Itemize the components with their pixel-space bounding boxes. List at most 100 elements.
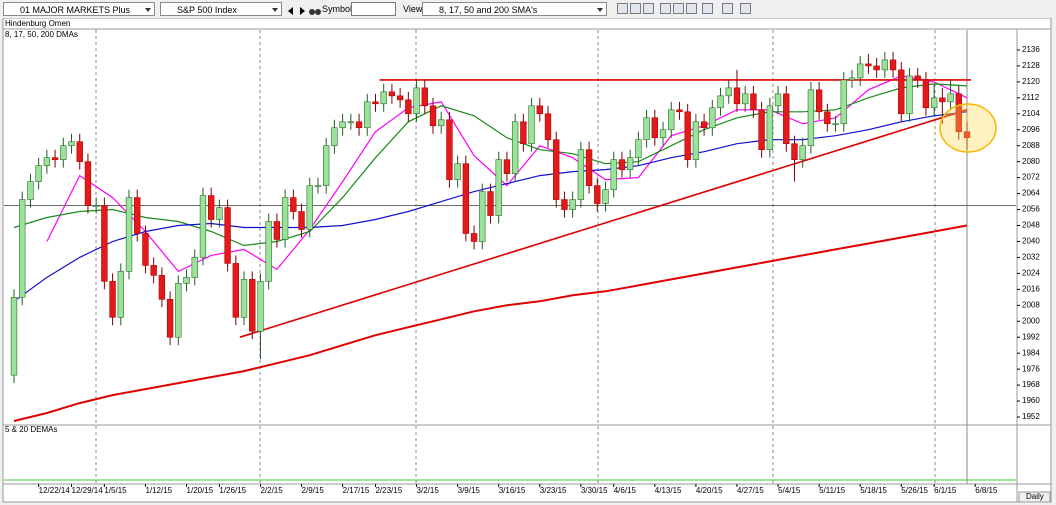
candle-body — [364, 101, 371, 129]
x-tick-label: 1/26/15 — [219, 486, 246, 495]
timeframe-box[interactable] — [1018, 491, 1051, 503]
index-dropdown[interactable]: S&P 500 Index — [160, 2, 282, 16]
y-tick-label: 1968 — [1022, 380, 1040, 389]
candle-body — [511, 121, 519, 174]
candle-body — [832, 123, 839, 126]
x-tick-label: 5/26/15 — [901, 486, 928, 495]
zoom-button[interactable] — [673, 3, 684, 14]
candle-body — [166, 299, 174, 338]
candle-body — [594, 185, 601, 204]
y-tick-label: 2040 — [1022, 237, 1040, 246]
candle-body — [199, 195, 207, 258]
candle-body — [635, 139, 642, 158]
candle-body — [791, 143, 798, 160]
symbol-input[interactable] — [351, 2, 396, 16]
chart-button[interactable] — [740, 3, 751, 14]
y-tick-label: 2088 — [1022, 141, 1040, 150]
candle-body — [799, 145, 806, 160]
timeframe: Daily — [1026, 492, 1044, 501]
candle-body — [873, 65, 880, 71]
candle-body — [117, 271, 124, 318]
next-button[interactable] — [297, 3, 308, 15]
tool-button[interactable] — [702, 3, 713, 14]
candle-body — [421, 87, 428, 107]
candle-body — [651, 117, 658, 139]
y-tick-label: 2128 — [1022, 61, 1040, 70]
candle-body — [479, 191, 486, 242]
candle-body — [758, 109, 765, 150]
tool-button[interactable] — [617, 3, 628, 14]
tool-button[interactable] — [630, 3, 641, 14]
zoom-button[interactable] — [686, 3, 697, 14]
candle-body — [388, 91, 396, 97]
candle-body — [906, 75, 913, 115]
candle-body — [626, 157, 634, 170]
symbol-label: Symbol: — [322, 4, 355, 14]
candle-body — [273, 221, 281, 240]
y-tick-label: 2016 — [1022, 284, 1040, 293]
x-tick-label: 6/8/15 — [975, 486, 998, 495]
candle-body — [889, 59, 897, 71]
candle-body — [684, 111, 691, 160]
tool-button[interactable] — [643, 3, 654, 14]
candle-body — [725, 87, 732, 97]
candle-body — [101, 205, 108, 282]
candle-body — [955, 93, 962, 133]
x-tick-label: 3/9/15 — [458, 486, 481, 495]
ma-line — [13, 224, 968, 422]
candle-body — [355, 121, 363, 129]
candle-body — [643, 117, 650, 141]
candle-body — [503, 159, 511, 174]
candle-body — [240, 279, 248, 318]
find-button[interactable] — [309, 3, 321, 15]
chart-title: 8, 17, 50, 200 DMAs — [5, 30, 78, 39]
group-dropdown[interactable]: 01 MAJOR MARKETS Plus — [3, 2, 155, 16]
candle-body — [783, 93, 790, 145]
candle-body — [43, 157, 51, 166]
x-tick-label: 4/27/15 — [737, 486, 764, 495]
candle-body — [76, 141, 83, 162]
x-tick-label: 2/9/15 — [302, 486, 325, 495]
x-tick-label: 3/30/15 — [581, 486, 608, 495]
candle-body — [750, 93, 757, 111]
highlight-circle — [939, 103, 997, 153]
candle-body — [774, 93, 782, 107]
candle-body — [265, 221, 272, 282]
candle-body — [733, 87, 741, 105]
candle-body — [249, 279, 256, 332]
candle-body — [676, 109, 683, 113]
prev-button[interactable] — [286, 3, 297, 15]
candle-body — [668, 109, 675, 131]
candle-body — [462, 163, 470, 234]
candle-body — [848, 77, 856, 81]
candle-body — [84, 161, 92, 206]
y-tick-label: 2104 — [1022, 109, 1040, 118]
candle-body — [150, 265, 157, 276]
candle-body — [134, 197, 141, 234]
candle-body — [323, 145, 330, 186]
candle-body — [742, 93, 749, 105]
x-tick-label: 6/1/15 — [934, 486, 957, 495]
chart: Hindenburg Omen 8, 17, 50, 200 DMAs 5 & … — [2, 18, 1052, 503]
candle-body — [528, 105, 535, 145]
candle-body — [939, 97, 946, 103]
candle-body — [947, 93, 954, 103]
chart-button[interactable] — [722, 3, 733, 14]
view-dropdown[interactable]: 8, 17, 50 and 200 SMA's — [422, 2, 607, 16]
candle-body — [717, 95, 724, 109]
x-tick-label: 2/23/15 — [375, 486, 402, 495]
candle-body — [257, 281, 264, 332]
candle-body — [881, 59, 889, 71]
x-tick-label: 1/20/15 — [187, 486, 214, 495]
candle-body — [569, 199, 576, 210]
y-tick-label: 2024 — [1022, 268, 1040, 277]
candle-body — [520, 121, 527, 145]
candle-body — [577, 149, 585, 200]
y-tick-label: 2072 — [1022, 173, 1040, 182]
view-label: View: — [403, 4, 425, 14]
candle-body — [314, 185, 322, 187]
zoom-button[interactable] — [660, 3, 671, 14]
candle-body — [396, 95, 404, 101]
candle-body — [68, 141, 75, 147]
